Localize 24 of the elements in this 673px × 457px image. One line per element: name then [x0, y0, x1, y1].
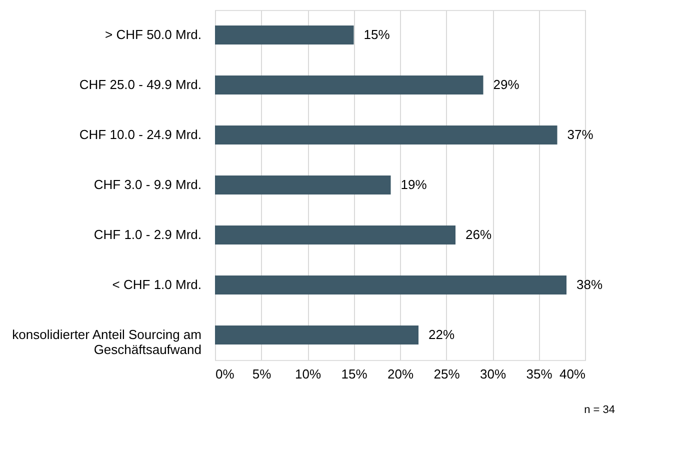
data-label: 22%	[428, 327, 455, 342]
y-tick-label: CHF 1.0 - 2.9 Mrd.	[94, 227, 202, 242]
text: n = 34	[584, 404, 615, 416]
y-tick-label: < CHF 1.0 Mrd.	[112, 277, 202, 292]
x-tick-label: 15%	[341, 366, 368, 382]
data-label: 19%	[400, 177, 428, 192]
data-label: 29%	[493, 77, 520, 92]
x-tick-label: 20%	[387, 366, 414, 382]
x-tick-label: 10%	[294, 366, 322, 382]
x-tick-label: 0%	[216, 366, 235, 382]
x-tick-label: 35%	[526, 366, 553, 382]
y-tick-label: CHF 25.0 - 49.9 Mrd.	[79, 77, 202, 92]
y-tick-label: konsolidierter Anteil Sourcing am Geschäftsaufwand	[12, 327, 202, 357]
y-tick-label: CHF 10.0 - 24.9 Mrd.	[79, 127, 202, 142]
data-label: 38%	[576, 277, 603, 292]
data-label: 37%	[567, 127, 594, 142]
x-tick-label: 30%	[480, 366, 506, 382]
data-label: 26%	[466, 227, 492, 242]
data-label: 15%	[364, 27, 390, 42]
x-tick-label: 25%	[434, 366, 460, 382]
x-tick-label: 5%	[252, 366, 272, 382]
x-tick-label: 40%	[559, 366, 586, 382]
y-tick-label: CHF 3.0 - 9.9 Mrd.	[94, 177, 202, 192]
y-tick-label: > CHF 50.0 Mrd.	[105, 27, 202, 42]
